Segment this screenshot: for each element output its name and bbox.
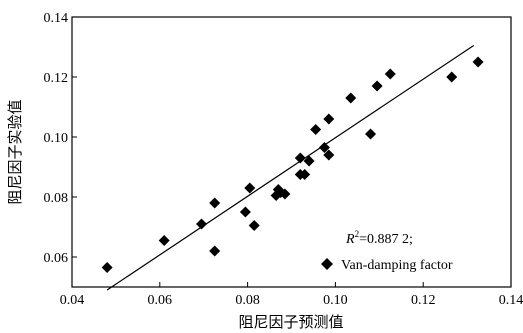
data-point <box>345 92 357 104</box>
data-point <box>323 149 335 161</box>
data-point <box>365 128 377 140</box>
x-axis-title: 阻尼因子预测值 <box>238 313 343 331</box>
y-tick-labels: 0.06 0.08 0.10 0.12 0.14 <box>44 11 69 266</box>
data-point <box>294 152 306 164</box>
data-point <box>244 182 256 194</box>
data-point <box>310 124 322 135</box>
data-point <box>158 235 170 246</box>
data-point <box>209 197 221 209</box>
x-tick-label: 0.04 <box>60 293 85 308</box>
y-axis-title: 阻尼因子实验值 <box>6 99 24 204</box>
data-point <box>101 262 113 273</box>
data-point <box>323 113 335 125</box>
data-point <box>371 80 383 92</box>
legend-marker <box>321 258 333 270</box>
data-point <box>248 220 260 231</box>
data-point <box>446 71 458 83</box>
legend-label: Van-damping factor <box>341 258 453 273</box>
data-point <box>472 56 484 68</box>
data-points <box>101 56 484 273</box>
data-point <box>384 68 396 80</box>
r-squared-annotation: R2=0.887 2; <box>345 229 413 247</box>
r-squared-symbol: R <box>345 232 355 247</box>
data-point <box>239 206 251 218</box>
plot-frame <box>71 16 512 288</box>
data-point <box>303 155 315 167</box>
data-point <box>209 245 221 257</box>
y-tick-label: 0.14 <box>44 11 69 26</box>
data-point <box>318 142 330 153</box>
x-tick-label: 0.12 <box>411 293 436 308</box>
y-tick-label: 0.06 <box>44 251 69 266</box>
y-tick-label: 0.08 <box>44 191 69 206</box>
axis-ticks <box>71 16 512 287</box>
x-tick-label: 0.08 <box>235 293 260 308</box>
x-tick-label: 0.10 <box>323 293 348 308</box>
x-tick-labels: 0.04 0.06 0.08 0.10 0.12 0.14 <box>60 293 523 308</box>
x-tick-label: 0.06 <box>148 293 173 308</box>
data-point <box>196 218 208 230</box>
regression-line <box>106 45 475 291</box>
r-squared-superscript: 2 <box>355 229 360 239</box>
y-tick-label: 0.12 <box>44 71 69 86</box>
x-tick-label: 0.14 <box>499 293 523 308</box>
y-tick-label: 0.10 <box>44 131 69 146</box>
data-point <box>279 188 291 200</box>
r-squared-value: =0.887 2; <box>359 232 413 247</box>
data-point <box>299 169 311 180</box>
